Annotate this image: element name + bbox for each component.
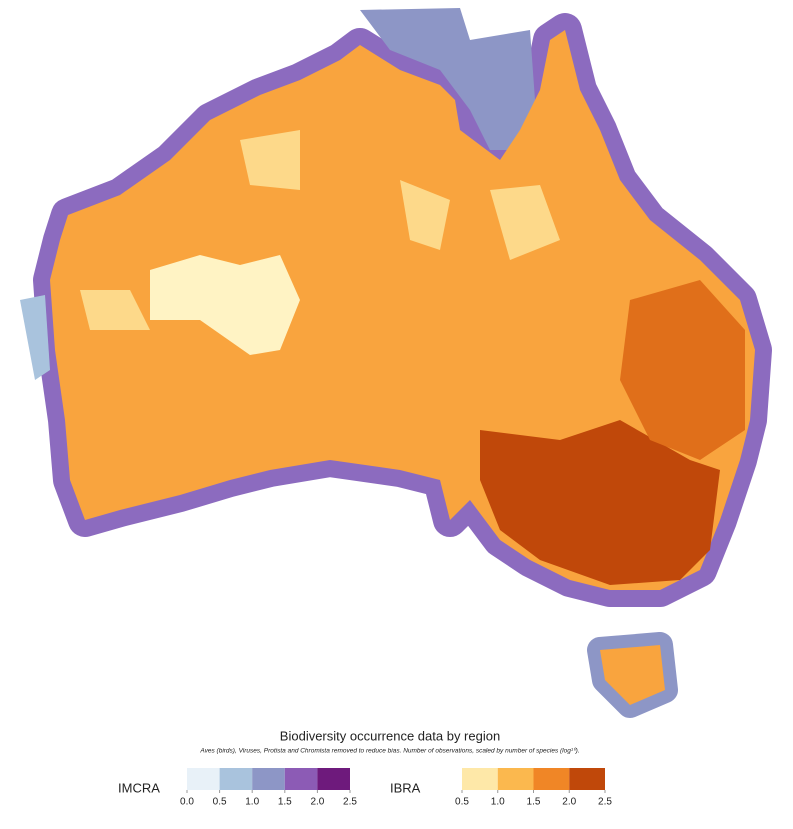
legend-name: IMCRA bbox=[118, 780, 160, 795]
marine-west bbox=[20, 295, 50, 380]
legend-tick-label: 0.5 bbox=[455, 797, 469, 808]
legend-swatch bbox=[219, 768, 253, 790]
land-desert bbox=[150, 255, 300, 355]
map bbox=[20, 8, 772, 718]
legend-swatch bbox=[497, 768, 534, 790]
legend-swatch bbox=[187, 768, 220, 790]
legend-title: Biodiversity occurrence data by region bbox=[280, 728, 500, 743]
legend-tick-label: 2.0 bbox=[310, 797, 324, 808]
land-southeast bbox=[480, 420, 720, 585]
legend-swatch bbox=[533, 768, 570, 790]
legend-swatch bbox=[462, 768, 498, 790]
legend-tick-label: 1.5 bbox=[527, 797, 541, 808]
legend-swatch bbox=[284, 768, 318, 790]
legend-tick-label: 2.5 bbox=[343, 797, 357, 808]
legend-tick-label: 2.5 bbox=[598, 797, 612, 808]
legend-tick-label: 0.0 bbox=[180, 797, 194, 808]
legend-subtitle: Aves (birds), Viruses, Protista and Chro… bbox=[199, 748, 579, 755]
legend-tick-label: 0.5 bbox=[213, 797, 227, 808]
legend-tick-label: 1.0 bbox=[245, 797, 259, 808]
land-east bbox=[620, 280, 745, 460]
legend-swatch bbox=[252, 768, 285, 790]
legend-tick-label: 1.5 bbox=[278, 797, 292, 808]
marine-north bbox=[360, 8, 535, 150]
land-tasmania bbox=[600, 645, 665, 705]
land-pale bbox=[80, 130, 560, 330]
legend-swatch bbox=[569, 768, 605, 790]
legend-tick-label: 2.0 bbox=[562, 797, 576, 808]
legend-tick-label: 1.0 bbox=[491, 797, 505, 808]
legend-swatch bbox=[317, 768, 350, 790]
legend-name: IBRA bbox=[390, 780, 421, 795]
